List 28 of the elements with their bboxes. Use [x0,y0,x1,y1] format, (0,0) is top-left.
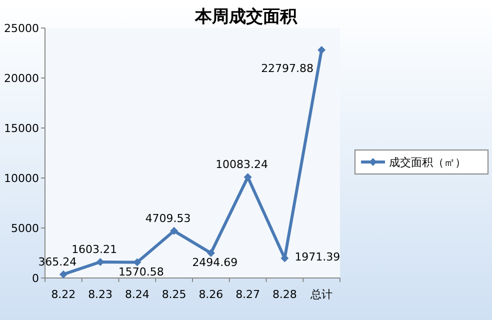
y-tick-label: 25000 [4,22,39,35]
x-tick-label: 8.27 [236,288,260,301]
data-label: 1603.21 [72,242,118,256]
point [59,270,68,278]
point [244,173,252,182]
y-tick-label: 0 [32,272,39,285]
data-label: 4709.53 [145,212,191,225]
x-tick-label: 8.25 [162,288,186,301]
point [170,226,178,235]
y-tick-label: 15000 [4,122,39,135]
x-tick-label: 8.22 [51,288,76,301]
x-tick-label: 8.24 [124,288,150,301]
data-label: 365.24 [38,255,77,268]
data-label: 10083.24 [216,158,268,172]
data-label: 2494.69 [192,256,238,270]
data-label: 1971.39 [294,250,340,264]
point [206,249,215,258]
data-label: 1570.58 [118,265,164,278]
y-tick-label: 20000 [4,72,39,85]
x-tick-label: 总计 [310,288,333,301]
data-label: 22797.88 [261,62,314,76]
x-tick-label: 8.23 [88,288,113,301]
y-tick-label: 5000 [11,222,39,235]
chart-title: 本周成交面积 [194,7,298,27]
x-tick-label: 8.28 [272,288,297,301]
legend-label: 成交面积（㎡） [389,156,466,169]
x-tick-label: 8.26 [198,288,224,301]
y-tick-label: 10000 [4,172,39,185]
